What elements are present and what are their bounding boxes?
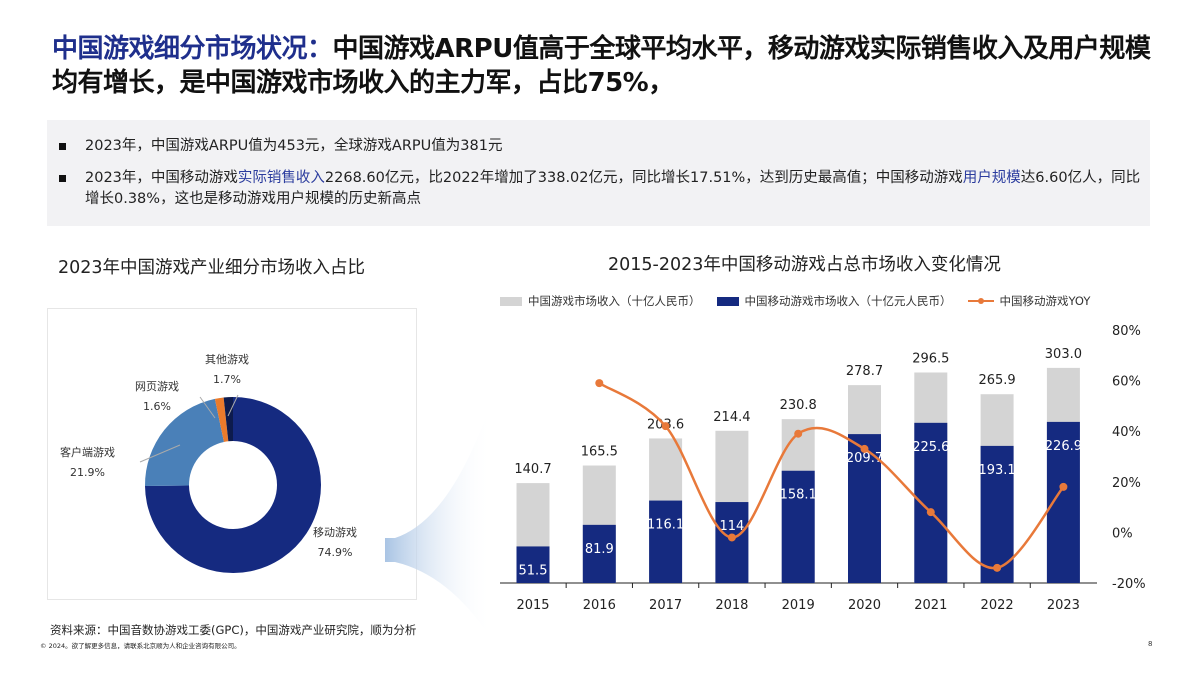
x-tick-2017: 2017 [649,598,682,613]
x-tick-2023: 2023 [1047,598,1080,613]
bar-mobile-2016 [582,524,616,583]
bullet-text: 2268.60亿元，比2022年增加了338.02亿元，同比增长17.51%，达… [324,170,963,186]
yoy-point [860,444,869,453]
yoy-line [598,382,1065,570]
bullet-text: 2023年，中国游戏ARPU值为453元，全球游戏ARPU值为381元 [85,138,503,154]
y2-tick: 0% [1112,526,1133,541]
label-mobile-2016: 81.9 [585,542,614,557]
x-tick-2019: 2019 [782,598,815,613]
page-number: 8 [1148,640,1153,648]
x-tick-2022: 2022 [981,598,1014,613]
yoy-point [595,379,604,388]
bar-mobile-2015 [516,546,550,583]
x-tick-2016: 2016 [583,598,616,613]
label-total-2021: 296.5 [912,351,949,366]
bar-mobile-2022 [980,445,1014,583]
y2-tick: -20% [1112,577,1146,592]
label-total-2018: 214.4 [713,410,750,425]
pie-label-client: 客户端游戏 21.9% [60,446,115,479]
yoy-point [1059,482,1068,491]
label-mobile-2019: 158.1 [780,488,817,503]
label-total-2023: 303.0 [1045,347,1082,362]
yoy-point [993,563,1002,572]
pie-label-web: 网页游戏 1.6% [135,380,179,413]
yoy-point [926,508,935,517]
y2-tick: 20% [1112,476,1141,491]
bar-mobile-2020 [848,434,881,583]
bullet-arpu: 2023年，中国游戏ARPU值为453元，全球游戏ARPU值为381元 [59,136,1145,157]
callout-funnel [385,405,492,640]
bar-mobile-2019 [781,470,815,583]
pie-slice-0 [145,397,321,574]
label-total-2016: 165.5 [581,444,618,459]
legend-label: 中国移动游戏YOY [999,294,1091,308]
bullet-mobile: 2023年，中国移动游戏实际销售收入2268.60亿元，比2022年增加了338… [59,168,1145,210]
legend-line-icon [967,298,994,304]
pie-label-mobile: 移动游戏 74.9% [313,526,357,559]
legend-label: 中国游戏市场收入（十亿人民币） [528,294,701,308]
yoy-point [661,422,670,431]
leader-line [227,394,239,417]
bullet-text: 达6.60亿人，同比增长0.38%，这也是移动游戏用户规模的历史新高点 [85,170,1141,207]
bar-chart-title: 2015-2023年中国移动游戏占总市场收入变化情况 [608,255,1001,275]
x-tick-2018: 2018 [715,598,748,613]
yoy-point [794,429,803,438]
label-mobile-2021: 225.6 [912,440,949,455]
title-highlight: 中国游戏细分市场状况： [52,34,333,64]
label-total-2022: 265.9 [978,373,1015,388]
pie-slice-3 [223,397,233,442]
y2-tick: 80% [1112,324,1141,339]
x-tick-2015: 2015 [516,598,549,613]
page-title: 中国游戏细分市场状况：中国游戏ARPU值高于全球平均水平，移动游戏实际销售收入及… [52,32,1172,100]
pie-slice-1 [145,398,224,486]
y2-tick: 40% [1112,425,1141,440]
bullet-text: 2023年，中国移动游戏 [85,170,238,186]
label-mobile-2018: 114 [719,519,744,534]
bullet-square-icon [59,175,66,182]
bar-mobile-2018 [715,502,749,583]
y2-tick: 60% [1112,375,1141,390]
label-mobile-2023: 226.9 [1045,439,1082,454]
pie-title: 2023年中国游戏产业细分市场收入占比 [58,258,366,278]
leader-line [139,444,181,463]
label-mobile-2017: 116.1 [647,518,684,533]
legend-swatch-total [500,296,522,306]
label-total-2019: 230.8 [780,398,817,413]
bullet-square-icon [59,143,66,150]
highlight-text: 用户规模 [962,170,1021,186]
leader-line [199,396,216,419]
title-text: 中国游戏ARPU值高于全球平均水平，移动游戏实际销售收入及用户规模均有增长，是中… [52,34,1151,98]
bar-mobile-2017 [649,500,683,583]
pie-slice-2 [214,397,229,442]
chart-legend: 中国游戏市场收入（十亿人民币） 中国移动游戏市场收入（十亿元人民币） 中国移动游… [500,293,1090,309]
pie-label-other: 其他游戏 1.7% [205,353,249,386]
copyright: © 2024。欲了解更多信息，请联系北京顺为人和企业咨询有限公司。 [40,642,241,650]
summary-box: 2023年，中国游戏ARPU值为453元，全球游戏ARPU值为381元 2023… [47,120,1150,226]
label-total-2020: 278.7 [846,364,883,379]
x-tick-2021: 2021 [914,598,947,613]
legend-swatch-mobile [716,296,739,306]
legend-label: 中国移动游戏市场收入（十亿元人民币） [744,294,952,308]
label-mobile-2015: 51.5 [519,563,548,578]
label-mobile-2022: 193.1 [978,463,1015,478]
source-note: 资料来源：中国音数协游戏工委(GPC)，中国游戏产业研究院，顺为分析 [50,623,417,637]
label-total-2015: 140.7 [514,462,551,477]
yoy-point [727,533,736,542]
x-tick-2020: 2020 [848,598,881,613]
highlight-text: 实际销售收入 [237,170,325,186]
